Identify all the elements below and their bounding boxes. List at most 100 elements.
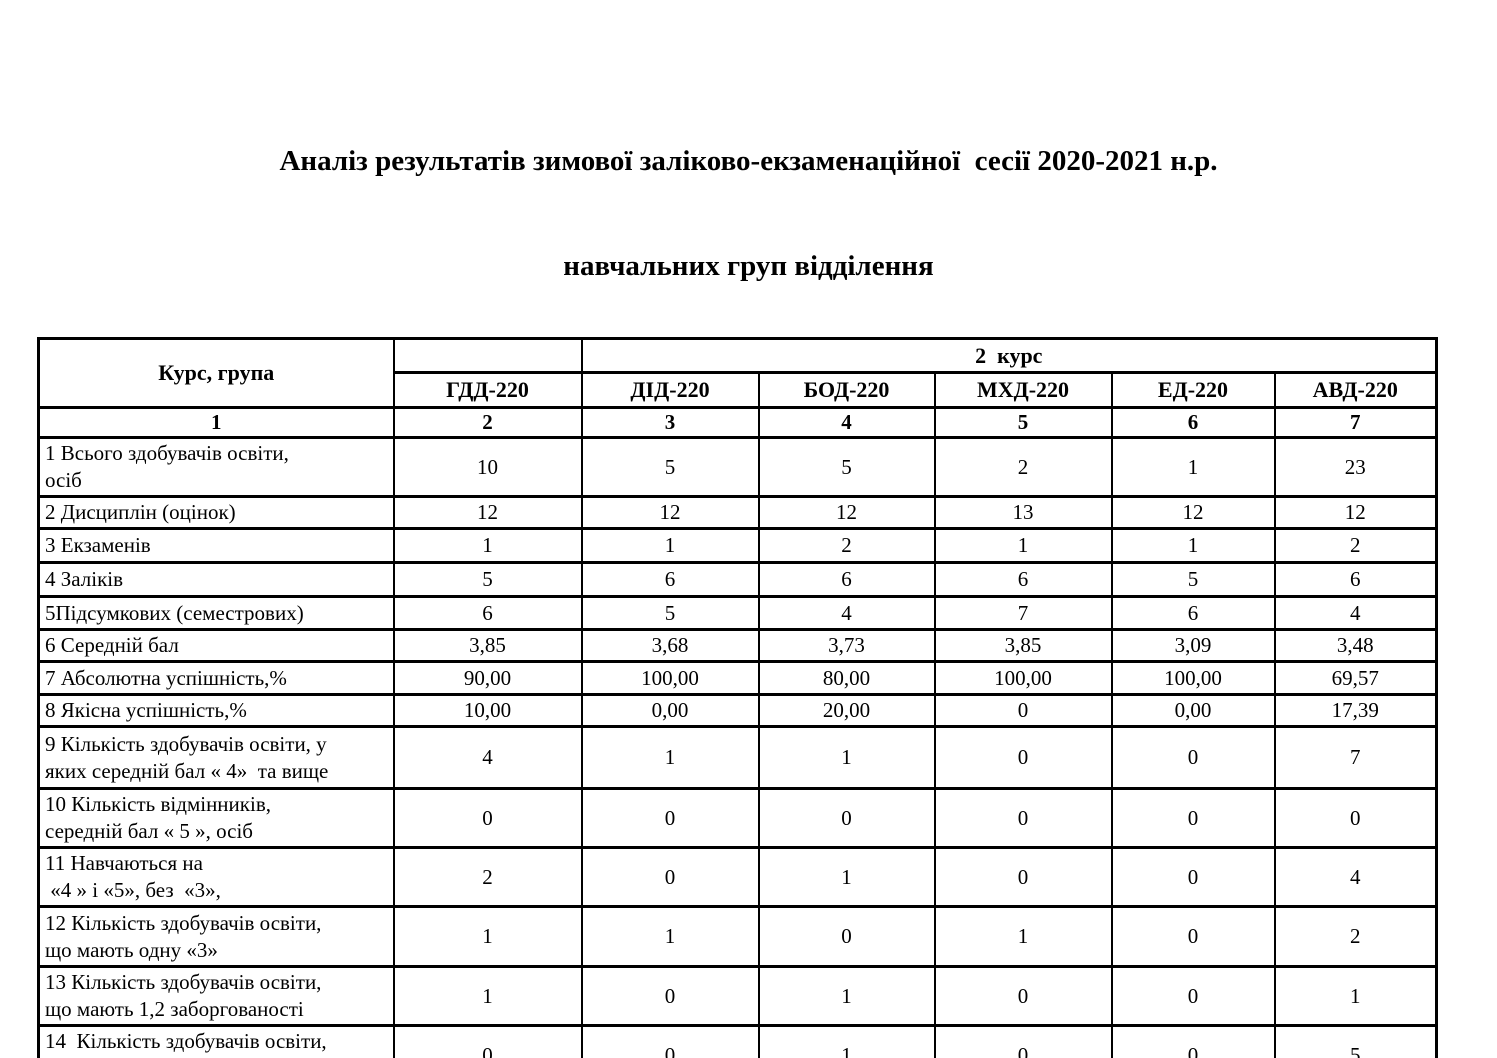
cell-value: 3,85 (933, 628, 1113, 663)
cell-value: 1 (757, 725, 936, 790)
cell-value: 3,68 (580, 628, 760, 663)
group-header: ДІД-220 (580, 371, 760, 409)
cell-value: 100,00 (933, 660, 1113, 696)
table-row: 3 Екзаменів 1 1 2 1 1 2 (37, 527, 1438, 564)
cell-value: 0,00 (580, 693, 760, 728)
cell-value: 80,00 (757, 660, 936, 696)
header-row-groups: ГДД-220 ДІД-220 БОД-220 МХД-220 ЕД-220 А… (39, 371, 1438, 409)
column-number: 1 (37, 406, 395, 439)
cell-value: 0 (1273, 787, 1438, 849)
row-label: 11 Навчаються на «4 » і «5», без «3», (37, 846, 395, 908)
cell-value: 10,00 (392, 693, 583, 728)
cell-value: 4 (757, 595, 936, 631)
cell-value: 1 (1110, 436, 1276, 498)
header-row-numbers: 1 2 3 4 5 6 7 (37, 406, 1438, 439)
title-line-2: навчальних груп відділення (563, 250, 934, 282)
group-header: АВД-220 (1273, 371, 1438, 409)
cell-value: 1 (580, 527, 760, 564)
row-label: 5Підсумкових (семестрових) (37, 595, 395, 631)
group-header: ГДД-220 (392, 371, 583, 409)
table-row: 1 Всього здобувачів освіти, осіб 10 5 5 2 1 23 (37, 436, 1438, 498)
cell-value: 12 (1110, 495, 1276, 530)
cell-value: 1 (933, 905, 1113, 968)
cell-value: 0 (933, 965, 1113, 1027)
cell-value: 0 (757, 905, 936, 968)
cell-value: 1 (580, 905, 760, 968)
cell-value: 0 (392, 787, 583, 849)
empty-header-cell (392, 337, 583, 374)
cell-value: 3,85 (392, 628, 583, 663)
cell-value: 0 (1110, 965, 1276, 1027)
cell-value: 6 (580, 561, 760, 598)
cell-value: 5 (1110, 561, 1276, 598)
cell-value: 0 (580, 787, 760, 849)
cell-value: 6 (1273, 561, 1438, 598)
cell-value: 5 (580, 595, 760, 631)
table-row: 14 Кількість здобувачів освіти, у яких 3… (37, 1024, 1438, 1058)
row-label: 13 Кількість здобувачів освіти, що мають… (37, 965, 395, 1027)
cell-value: 2 (392, 846, 583, 908)
cell-value: 2 (933, 436, 1113, 498)
cell-value: 1 (392, 527, 583, 564)
cell-value: 2 (1273, 527, 1438, 564)
column-number: 7 (1273, 406, 1438, 439)
cell-value: 0 (933, 725, 1113, 790)
cell-value: 5 (580, 436, 760, 498)
row-label: 2 Дисциплін (оцінок) (37, 495, 395, 530)
corner-header: Курс, група (37, 337, 395, 409)
cell-value: 6 (392, 595, 583, 631)
cell-value: 0 (1110, 905, 1276, 968)
header-row-course: Курс, група 2 курс (37, 337, 1438, 409)
cell-value: 1 (1110, 527, 1276, 564)
row-label: 14 Кількість здобувачів освіти, у яких 3… (37, 1024, 395, 1058)
title-line-1: Аналіз результатів зимової заліково-екза… (279, 145, 1218, 177)
cell-value: 13 (933, 495, 1113, 530)
cell-value: 1 (1273, 965, 1438, 1027)
table-row: 7 Абсолютна успішність,% 90,00 100,00 80,00… (37, 660, 1438, 696)
row-label: 1 Всього здобувачів освіти, осіб (37, 436, 395, 498)
cell-value: 1 (757, 965, 936, 1027)
cell-value: 0 (933, 1024, 1113, 1058)
table-row: 13 Кількість здобувачів освіти, що мають… (37, 965, 1438, 1027)
column-number: 6 (1110, 406, 1276, 439)
group-header: БОД-220 (757, 371, 936, 409)
cell-value: 6 (933, 561, 1113, 598)
cell-value: 0 (1110, 725, 1276, 790)
cell-value: 0 (580, 846, 760, 908)
cell-value: 3,09 (1110, 628, 1276, 663)
cell-value: 17,39 (1273, 693, 1438, 728)
row-label: 9 Кількість здобувачів освіти, у яких се… (37, 725, 395, 790)
cell-value: 1 (757, 1024, 936, 1058)
table-row: 6 Середній бал 3,85 3,68 3,73 3,85 3,09 3,48 (37, 628, 1438, 663)
course-header: 2 курс (580, 337, 1438, 374)
cell-value: 90,00 (392, 660, 583, 696)
cell-value: 20,00 (757, 693, 936, 728)
cell-value: 0 (1110, 787, 1276, 849)
table-row: 10 Кількість відмінників, середній бал «… (37, 787, 1438, 849)
table-row: 11 Навчаються на «4 » і «5», без «3», 2 0 1… (37, 846, 1438, 908)
row-label: 7 Абсолютна успішність,% (37, 660, 395, 696)
column-number: 3 (580, 406, 760, 439)
group-header: ЕД-220 (1110, 371, 1276, 409)
cell-value: 3,48 (1273, 628, 1438, 663)
row-label: 6 Середній бал (37, 628, 395, 663)
cell-value: 12 (392, 495, 583, 530)
row-label: 4 Заліків (37, 561, 395, 598)
cell-value: 100,00 (580, 660, 760, 696)
cell-value: 10 (392, 436, 583, 498)
cell-value: 4 (1273, 846, 1438, 908)
cell-value: 7 (933, 595, 1113, 631)
row-label: 8 Якісна успішність,% (37, 693, 395, 728)
cell-value: 5 (757, 436, 936, 498)
cell-value: 12 (757, 495, 936, 530)
cell-value: 5 (1273, 1024, 1438, 1058)
cell-value: 0 (933, 787, 1113, 849)
cell-value: 0,00 (1110, 693, 1276, 728)
cell-value: 69,57 (1273, 660, 1438, 696)
cell-value: 6 (1110, 595, 1276, 631)
cell-value: 1 (392, 905, 583, 968)
cell-value: 3,73 (757, 628, 936, 663)
cell-value: 1 (392, 965, 583, 1027)
column-number: 4 (757, 406, 936, 439)
cell-value: 5 (392, 561, 583, 598)
